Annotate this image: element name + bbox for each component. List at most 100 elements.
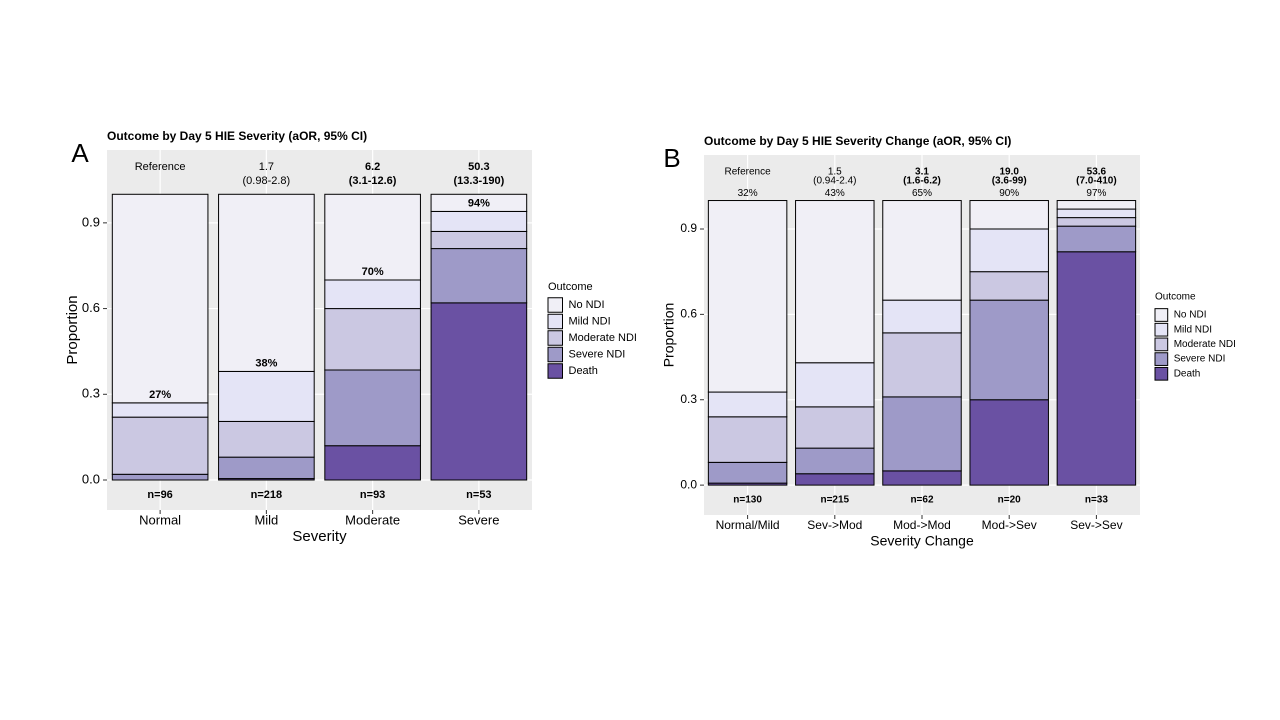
legend-title: Outcome [548,281,593,293]
bar-segment [795,362,875,408]
legend-swatch [547,330,563,346]
bar-segment [218,370,315,422]
panel-label: B [663,143,680,173]
bar-segment [430,210,528,232]
bar-segment [111,193,209,404]
bar-segment [218,456,315,480]
y-tick-label: 0.6 [82,300,100,315]
y-tick-label: 0.3 [680,392,697,406]
bar-segment [707,416,788,463]
y-tick-label: 0.6 [680,307,697,321]
bar-segment [1056,208,1137,219]
bar-segment [707,200,788,393]
bar-segment [218,193,315,372]
pct-label: 43% [825,188,845,199]
x-tick-label: Sev->Sev [1070,518,1122,532]
x-tick-label: Mild [254,512,278,527]
legend-swatch [1154,337,1169,352]
ci-label: (13.3-190) [453,175,504,187]
bar-segment [969,271,1049,301]
ci-label: (3.1-12.6) [349,175,397,187]
ci-label: (0.94-2.4) [813,176,856,187]
y-tick-label: 0.0 [680,477,697,491]
legend-label: Severe NDI [1174,354,1226,365]
ci-label: (0.98-2.8) [243,175,291,187]
legend-swatch [547,297,563,313]
y-axis-label: Proportion [661,303,677,368]
bar-segment [1056,200,1137,210]
aor-label: 19.0 [999,167,1019,178]
y-axis-label: Proportion [64,295,81,364]
legend-swatch [547,346,563,363]
aor-label: 3.1 [915,167,929,178]
y-tick-label: 0.9 [82,214,100,229]
bar-segment [882,200,962,301]
x-tick-label: Mod->Sev [982,518,1037,532]
bar-segment [969,200,1049,230]
bar-segment [795,200,875,364]
legend-label: Severe NDI [569,348,626,360]
y-tick-label: 0.0 [82,471,100,486]
legend-label: Moderate NDI [569,332,637,344]
legend-swatch [1154,308,1169,322]
bar-segment [969,399,1049,486]
n-label: n=96 [147,489,172,501]
bar-segment [324,193,421,281]
legend-label: Death [569,365,598,377]
pct-label: 27% [149,389,171,401]
bar-segment [882,299,962,334]
legend-title: Outcome [1155,292,1196,303]
bar-segment [324,445,421,481]
bar-segment [324,369,421,447]
bar-segment [1056,251,1137,486]
bar-segment [218,420,315,458]
bar-segment [795,447,875,475]
n-label: n=33 [1085,495,1109,506]
pct-label: 90% [999,188,1019,199]
bar-segment [707,461,788,484]
bar-segment [430,248,528,304]
aor-label: 6.2 [365,161,380,173]
bar-segment [430,193,528,212]
x-tick-label: Sev->Mod [807,518,862,532]
aor-label: 1.7 [259,161,274,173]
aor-label: 53.6 [1087,167,1107,178]
legend-label: Death [1174,368,1201,379]
bar-segment [430,302,528,481]
bar-segment [882,332,962,398]
bar-segment [795,473,875,486]
x-axis-label: Severity Change [870,533,974,549]
bar-segment [882,396,962,472]
y-tick-label: 0.3 [82,386,100,401]
legend-label: No NDI [1174,310,1207,321]
pct-label: 32% [738,188,758,199]
x-axis-label: Severity [292,528,347,545]
bar-segment [111,473,209,481]
legend-label: Moderate NDI [1174,339,1236,350]
n-label: n=62 [910,495,934,506]
n-label: n=218 [251,489,283,501]
bar-segment [324,308,421,371]
chart-title: Outcome by Day 5 HIE Severity Change (aO… [704,134,1011,148]
pct-label: 38% [255,357,277,369]
x-tick-label: Mod->Mod [893,518,951,532]
n-label: n=130 [733,495,762,506]
aor-label: 1.5 [828,167,842,178]
bar-segment [969,228,1049,273]
pct-label: 97% [1086,188,1106,199]
legend-swatch [1154,322,1169,337]
legend-label: No NDI [569,299,605,311]
n-label: n=20 [998,495,1022,506]
ci-label: (3.6-99) [992,176,1027,187]
aor-label: Reference [725,167,772,178]
bar-segment [324,279,421,310]
ci-label: (1.6-6.2) [903,176,941,187]
bar-segment [1056,217,1137,227]
x-tick-label: Moderate [345,512,400,527]
pct-label: 94% [468,197,490,209]
panel-label: A [71,138,89,168]
bar-segment [111,402,209,418]
legend-label: Mild NDI [569,315,611,327]
pct-label: 65% [912,188,932,199]
